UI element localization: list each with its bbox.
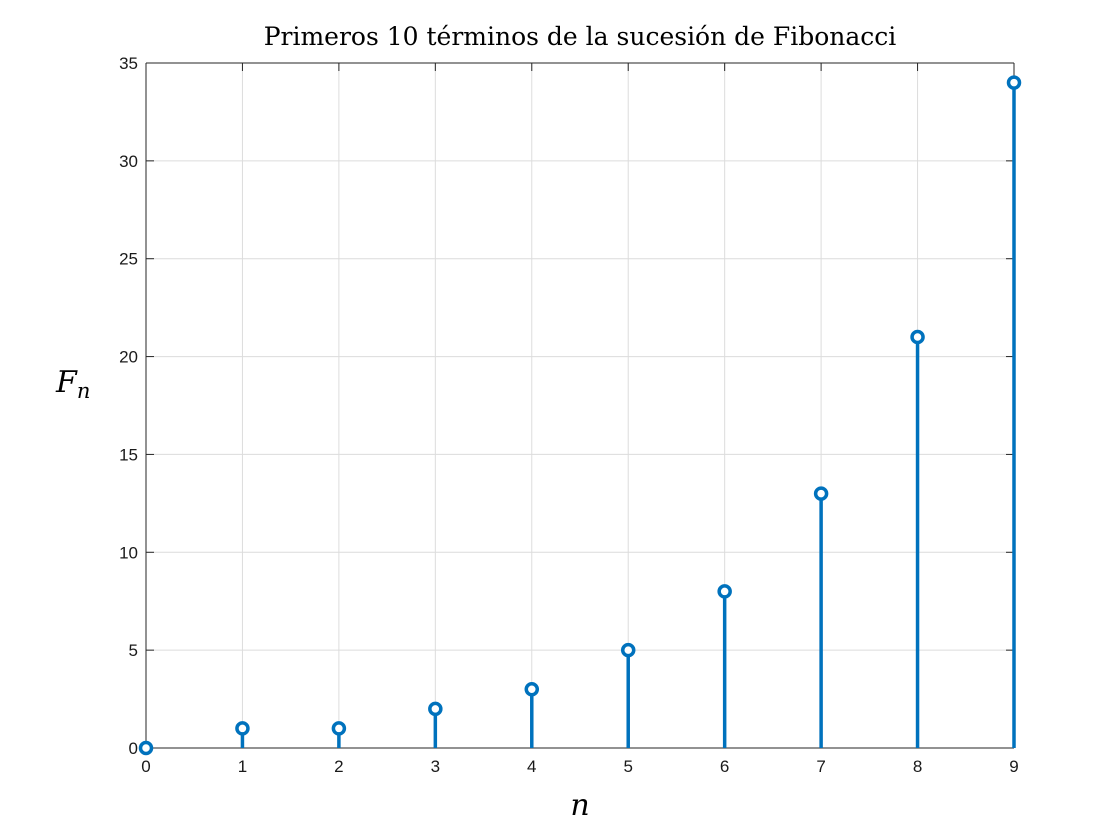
x-tick-label: 6 [720,757,729,776]
y-tick-label: 30 [119,152,138,171]
x-tick-label: 8 [913,757,922,776]
stems [138,75,1022,756]
chart-title: Primeros 10 términos de la sucesión de F… [264,22,897,51]
y-tick-label: 20 [119,348,138,367]
y-tick-label: 35 [119,54,138,73]
x-tick-label: 7 [816,757,825,776]
stem-marker [524,682,540,697]
y-tick-label: 0 [129,739,138,758]
stem-marker [717,584,732,599]
stem-marker [235,721,250,736]
y-axis-label-subscript: n [77,379,91,403]
x-tick-label: 9 [1009,757,1018,776]
x-tick-label: 1 [238,757,247,776]
x-tick-label: 2 [334,757,343,776]
stem-marker [620,642,636,658]
x-tick-label: 3 [431,757,440,776]
y-tick-label: 15 [119,445,138,464]
x-tick-label: 4 [527,757,536,776]
stem-marker [138,740,154,756]
stem-marker [428,701,443,717]
x-tick-label: 5 [623,757,632,776]
stem-marker [1006,75,1022,90]
stem-marker [331,721,347,736]
x-tick-label: 0 [141,757,150,776]
plot-background [146,63,1014,748]
y-tick-label: 25 [119,250,138,269]
y-axis-label: Fn [55,365,90,403]
stem-marker [813,486,829,501]
x-axis-label: n [570,788,589,823]
y-axis-label-main: F [55,365,78,400]
y-tick-label: 5 [129,641,138,660]
y-tick-label: 10 [119,543,138,562]
stem-marker [910,329,925,345]
